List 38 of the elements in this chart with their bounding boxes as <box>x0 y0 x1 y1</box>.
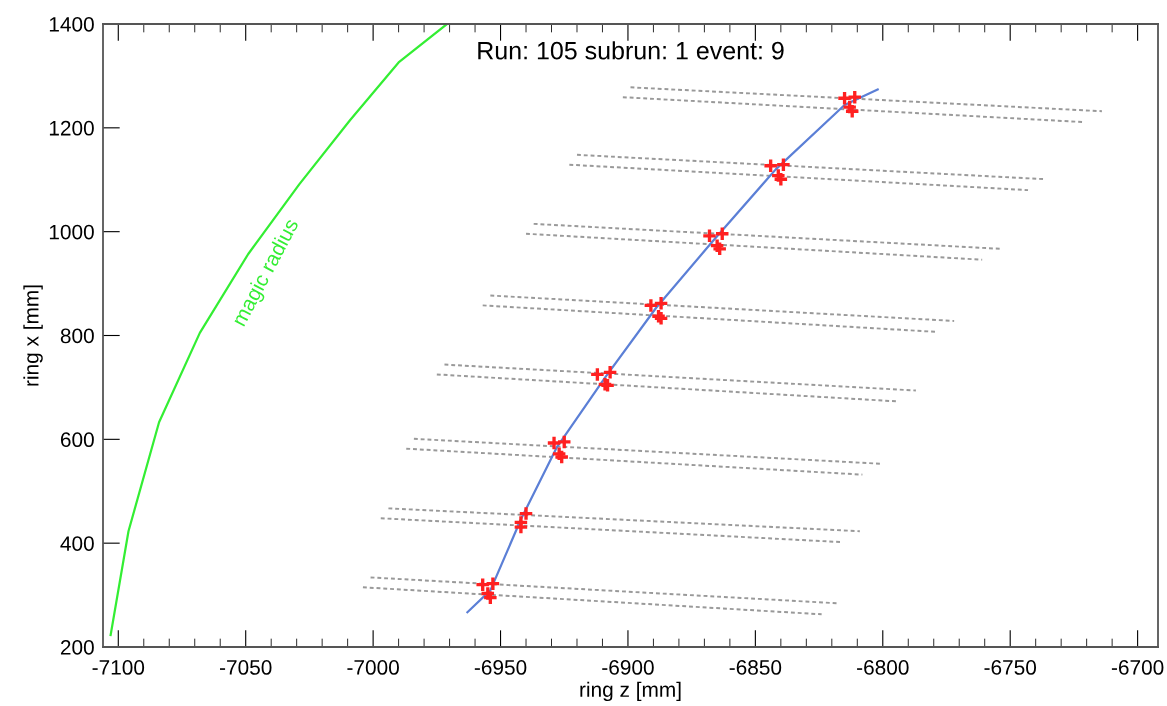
x-tick-label: -6850 <box>729 660 782 675</box>
x-tick-label: -7050 <box>219 660 272 675</box>
annotation: magic radius <box>230 217 303 329</box>
y-tick-label: 1200 <box>49 120 94 136</box>
point <box>701 227 718 244</box>
x-tick-label: -6750 <box>984 660 1037 675</box>
line-series <box>109 24 449 637</box>
point <box>553 449 570 465</box>
x-tick-label: -6800 <box>857 660 909 675</box>
point <box>772 171 789 188</box>
point <box>714 225 731 242</box>
x-axis-title: ring z [mm] <box>580 681 681 702</box>
y-tick-label: 800 <box>60 328 94 344</box>
point <box>836 90 853 107</box>
line-series <box>466 88 879 614</box>
y-tick-label: 400 <box>60 536 94 551</box>
x-tick-label: -6700 <box>1111 660 1164 675</box>
x-tick-label: -7000 <box>347 660 399 675</box>
point <box>482 589 499 606</box>
point <box>844 103 861 120</box>
y-axis-title: ring x [mm] <box>23 285 43 386</box>
y-tick-label: 1000 <box>49 224 94 240</box>
point <box>546 435 562 451</box>
text: Run: 105 subrun: 1 event: 9 <box>478 41 784 60</box>
point <box>551 445 568 462</box>
y-tick-label: 1400 <box>49 17 94 32</box>
point <box>762 157 779 174</box>
y-tick-label: 600 <box>60 432 94 448</box>
point <box>642 297 659 314</box>
point <box>556 434 573 450</box>
x-tick-label: -6950 <box>474 660 527 675</box>
x-tick-label: -6900 <box>602 660 654 675</box>
point <box>589 366 606 383</box>
point <box>602 364 619 381</box>
point <box>653 295 669 312</box>
x-tick-label: -7100 <box>92 660 145 675</box>
point <box>474 576 491 593</box>
y-tick-label: 200 <box>60 640 94 655</box>
